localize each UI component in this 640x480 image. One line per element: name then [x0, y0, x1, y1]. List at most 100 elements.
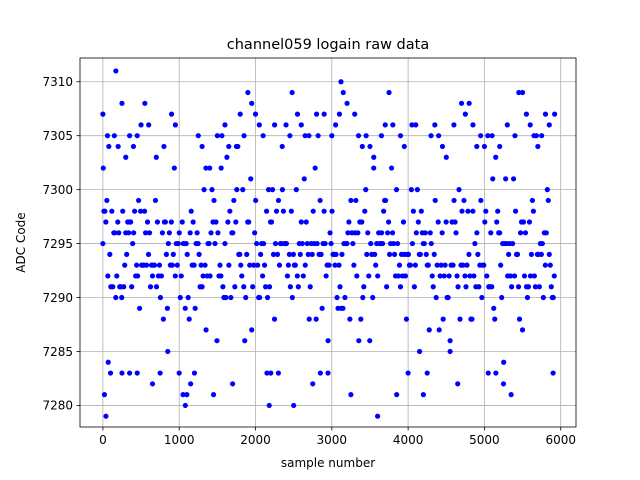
data-point [466, 100, 472, 106]
data-point [312, 165, 318, 171]
data-point [285, 262, 291, 268]
data-point [368, 240, 374, 247]
data-point [123, 154, 129, 160]
data-point [384, 284, 390, 290]
data-point [321, 208, 327, 214]
data-point [223, 294, 229, 301]
data-point [366, 273, 372, 279]
data-point [522, 230, 529, 236]
data-point [219, 133, 225, 139]
data-point [332, 262, 338, 268]
data-point [294, 111, 301, 117]
data-point [268, 370, 274, 376]
data-point [264, 294, 271, 301]
data-point [146, 230, 153, 236]
data-point [325, 338, 331, 344]
data-point [319, 305, 325, 311]
data-point [306, 316, 312, 322]
data-point [231, 197, 237, 204]
data-point [478, 197, 484, 204]
data-point [362, 208, 368, 214]
data-point [462, 273, 468, 279]
data-point [540, 294, 546, 301]
data-point [191, 370, 198, 376]
data-point [550, 294, 556, 301]
data-point [247, 262, 253, 268]
data-point [365, 230, 371, 236]
data-point [443, 219, 449, 225]
data-point [178, 273, 184, 279]
data-point [255, 262, 261, 268]
data-point [429, 273, 435, 279]
data-point [135, 273, 141, 279]
data-point [295, 284, 301, 290]
data-point [317, 197, 323, 204]
data-point [485, 370, 491, 376]
x-tick-label: 1000 [164, 433, 195, 447]
data-point [413, 230, 419, 236]
data-point [310, 208, 316, 214]
data-point [388, 165, 395, 171]
data-point [276, 262, 283, 268]
data-point [533, 133, 540, 139]
data-point [340, 89, 346, 96]
y-axis-label: ADC Code [14, 212, 28, 272]
data-point [455, 381, 461, 387]
data-point [287, 284, 293, 290]
data-point [551, 273, 557, 279]
data-point [182, 402, 188, 409]
data-point [415, 219, 421, 225]
data-point [107, 251, 113, 257]
data-point [412, 262, 418, 268]
data-point [333, 251, 339, 257]
data-point [527, 122, 533, 128]
data-point [289, 294, 295, 301]
grid [80, 58, 576, 427]
data-point [516, 316, 523, 322]
data-point [235, 143, 241, 150]
data-point [385, 219, 392, 225]
data-point [509, 284, 515, 290]
data-point [149, 381, 156, 387]
data-point [141, 208, 148, 214]
data-point [390, 122, 396, 128]
data-point [103, 219, 109, 225]
data-point [519, 89, 526, 96]
x-tick-label: 3000 [317, 433, 348, 447]
data-point [101, 392, 108, 398]
data-point [149, 273, 156, 279]
data-point [172, 273, 178, 279]
data-points [100, 68, 558, 419]
x-tick-label: 0 [99, 433, 107, 447]
data-point [153, 154, 159, 160]
data-point [458, 100, 465, 106]
data-point [218, 273, 224, 279]
data-point [535, 143, 541, 150]
data-point [395, 273, 402, 279]
data-point [187, 230, 193, 236]
data-point [103, 413, 109, 419]
data-point [211, 197, 217, 204]
data-point [107, 370, 114, 376]
data-point [359, 143, 365, 150]
data-point [474, 230, 480, 236]
data-point [127, 370, 133, 376]
data-point [327, 230, 333, 236]
data-point [498, 262, 504, 268]
data-point [397, 133, 404, 139]
data-point [348, 197, 354, 204]
data-point [469, 316, 475, 322]
data-point [373, 262, 379, 268]
data-point [115, 219, 121, 225]
data-point [210, 392, 217, 398]
data-point [306, 133, 312, 139]
data-point [220, 284, 226, 290]
data-point [545, 197, 551, 204]
data-point [451, 197, 457, 204]
data-point [525, 284, 532, 290]
data-point [151, 262, 158, 268]
data-point [283, 122, 289, 128]
data-point [453, 230, 459, 236]
data-point [105, 273, 111, 279]
data-point [244, 251, 250, 257]
